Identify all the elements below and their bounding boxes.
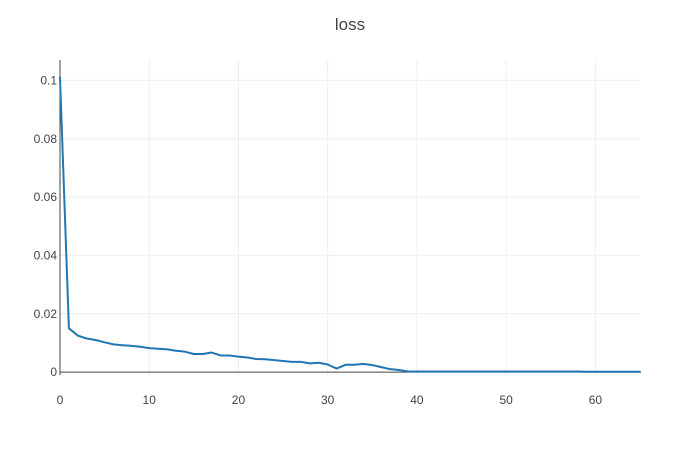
- x-tick-label: 40: [410, 393, 424, 407]
- tick-labels: 0 10 20 30 40 50 60 0 0.02 0.04 0.06 0.08 0.1: [34, 73, 603, 407]
- y-tick-label: 0.08: [34, 132, 58, 146]
- series-layer: [59, 76, 641, 373]
- y-tick-label: 0: [50, 365, 57, 379]
- grid: [60, 60, 640, 375]
- x-tick-label: 60: [589, 393, 603, 407]
- x-tick-label: 50: [499, 393, 513, 407]
- y-tick-label: 0.06: [34, 190, 58, 204]
- x-tick-label: 30: [321, 393, 335, 407]
- x-tick-label: 0: [57, 393, 64, 407]
- chart-title: loss: [335, 15, 365, 34]
- x-tick-label: 20: [232, 393, 246, 407]
- y-tick-label: 0.02: [34, 307, 58, 321]
- x-tick-label: 10: [143, 393, 157, 407]
- loss-series-line: [59, 76, 641, 373]
- y-tick-label: 0.04: [34, 248, 58, 262]
- y-tick-label: 0.1: [40, 73, 57, 87]
